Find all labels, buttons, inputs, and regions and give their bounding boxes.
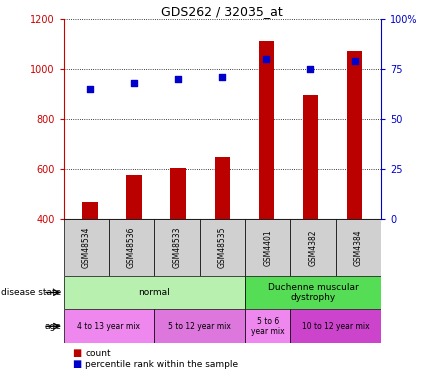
Bar (64, 219, 109, 276)
Point (86, 86, 93, 92)
Text: normal: normal (138, 288, 170, 297)
Bar (245, 309, 290, 343)
Text: GSM48536: GSM48536 (127, 227, 136, 268)
Text: GSM4384: GSM4384 (354, 229, 363, 266)
Text: age: age (44, 322, 61, 331)
Text: GSM4401: GSM4401 (263, 229, 272, 266)
Text: GSM4382: GSM4382 (308, 229, 318, 266)
Bar (64, 276, 245, 309)
Bar (126, 176, 142, 320)
Text: 4 to 13 year mix: 4 to 13 year mix (78, 322, 140, 331)
Point (263, 56, 270, 62)
Bar (290, 309, 381, 343)
Text: 5 to 12 year mix: 5 to 12 year mix (168, 322, 231, 331)
Bar (82, 202, 98, 320)
Bar (336, 219, 381, 276)
Text: GSM48535: GSM48535 (218, 227, 227, 268)
Point (175, 76, 182, 82)
Bar (215, 157, 230, 320)
Point (219, 74, 226, 80)
Text: ■: ■ (72, 348, 81, 358)
Bar (245, 276, 381, 309)
Point (351, 58, 358, 64)
Bar (170, 168, 186, 320)
Bar (200, 219, 245, 276)
Text: GSM48533: GSM48533 (173, 227, 181, 268)
Text: 5 to 6
year mix: 5 to 6 year mix (251, 316, 284, 336)
Bar (259, 41, 274, 320)
Bar (154, 309, 245, 343)
Text: Duchenne muscular
dystrophy: Duchenne muscular dystrophy (268, 283, 358, 302)
Text: ■: ■ (72, 360, 81, 369)
Bar (347, 51, 362, 320)
Point (307, 66, 314, 72)
Bar (290, 219, 336, 276)
Bar (109, 219, 154, 276)
Text: GSM48534: GSM48534 (82, 227, 91, 268)
Text: percentile rank within the sample: percentile rank within the sample (85, 360, 239, 369)
Bar (64, 309, 154, 343)
Point (131, 80, 138, 86)
Text: disease state: disease state (1, 288, 61, 297)
Bar (303, 95, 318, 320)
Text: count: count (85, 349, 111, 358)
Bar (154, 219, 200, 276)
Title: GDS262 / 32035_at: GDS262 / 32035_at (162, 4, 283, 18)
Bar (245, 219, 290, 276)
Text: 10 to 12 year mix: 10 to 12 year mix (302, 322, 370, 331)
